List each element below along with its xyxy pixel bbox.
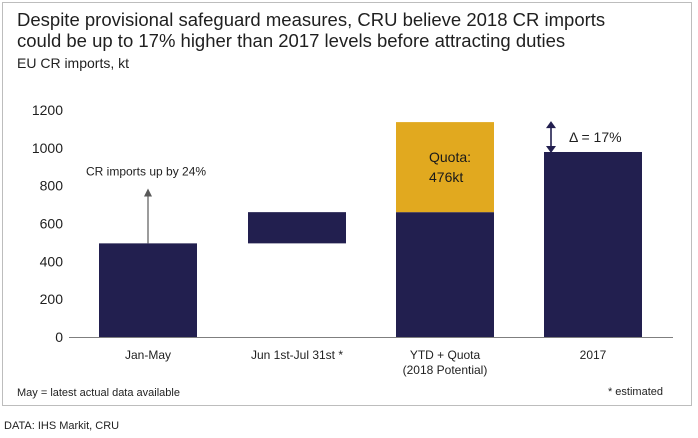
growth-annotation-label: CR imports up by 24%	[86, 164, 206, 178]
bar-2-segment-0	[396, 212, 494, 337]
y-tick-label-1200: 1200	[32, 102, 63, 118]
growth-arrow-head	[144, 188, 152, 197]
y-axis: 0 200 400 600 800 1000 1200	[32, 102, 63, 345]
annotations: CR imports up by 24% Δ = 17%	[86, 121, 622, 244]
bars: Quota: 476kt	[99, 122, 642, 337]
y-tick-label-400: 400	[40, 253, 64, 269]
delta-arrow-head-up	[546, 121, 556, 129]
x-tick-label-0: Jan-May	[125, 348, 171, 362]
y-axis-units-label: EU CR imports, kt	[17, 55, 130, 71]
footnote-estimated: * estimated	[607, 386, 663, 398]
y-tick-label-800: 800	[40, 178, 64, 194]
delta-annotation-label: Δ = 17%	[569, 129, 622, 145]
bar-3-segment-0	[544, 151, 642, 337]
quota-label-line-1: Quota:	[429, 149, 471, 165]
chart-title-line-1: Despite provisional safeguard measures, …	[17, 9, 606, 30]
x-tick-label-1: Jun 1st-Jul 31st *	[251, 348, 343, 362]
y-tick-label-600: 600	[40, 216, 64, 232]
x-axis: Jan-May Jun 1st-Jul 31st * YTD + Quota(201…	[69, 337, 673, 377]
bar-1-segment-0	[248, 212, 346, 244]
delta-arrow-head-down	[546, 145, 556, 153]
x-tick-label-3: 2017	[580, 348, 607, 362]
y-tick-label-1000: 1000	[32, 140, 63, 156]
y-tick-label-200: 200	[40, 291, 64, 307]
y-tick-label-0: 0	[55, 329, 63, 345]
bar-0-segment-0	[99, 243, 197, 337]
footnote-latest-data: May = latest actual data available	[17, 387, 180, 399]
bar-chart: 0 200 400 600 800 1000 1200 Jan-May Jun 1st-Jul…	[32, 102, 673, 377]
bar-2-segment-1	[396, 122, 494, 213]
chart-frame: Despite provisional safeguard measures, …	[2, 2, 692, 406]
data-source: DATA: IHS Markit, CRU	[4, 420, 120, 432]
chart-title-line-2: could be up to 17% higher than 2017 leve…	[17, 30, 566, 51]
quota-label-line-2: 476kt	[429, 169, 463, 185]
chart-title: Despite provisional safeguard measures, …	[17, 9, 687, 51]
x-tick-label-2: YTD + Quota	[410, 348, 481, 362]
x-tick-label-2-line-2: (2018 Potential)	[403, 363, 488, 377]
